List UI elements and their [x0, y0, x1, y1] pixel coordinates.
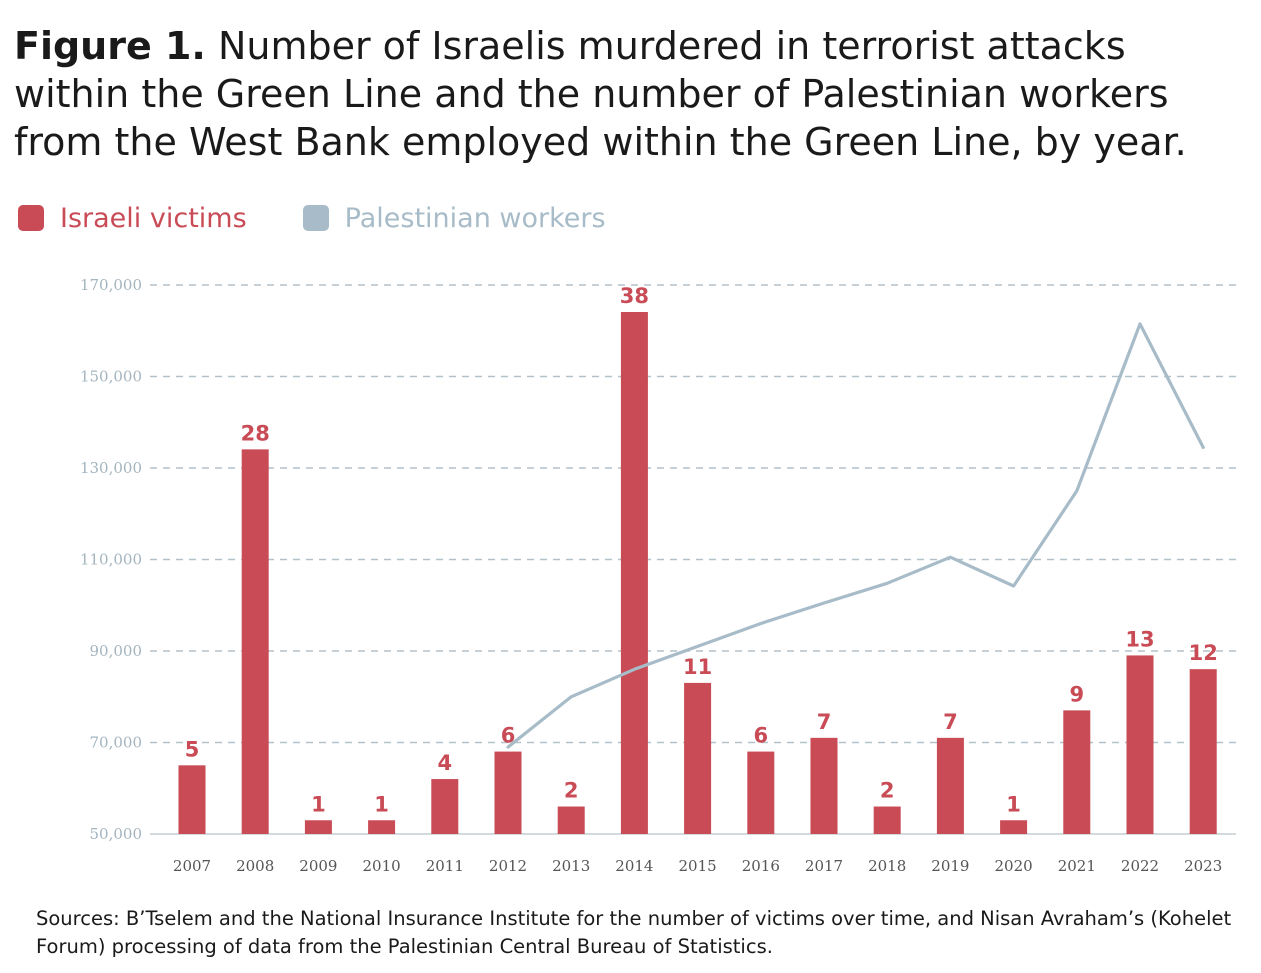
bar-israeli-victims [684, 682, 712, 834]
y-tick-label: 70,000 [90, 734, 143, 752]
legend-item-workers: Palestinian workers [302, 202, 606, 234]
chart-plot: 50,000 70,000 90,000 110,000 130,000 150,000 1… [80, 276, 1236, 875]
x-tick-label: 2022 [1121, 857, 1159, 875]
bar-data-label: 1 [311, 792, 326, 816]
x-tick-label: 2015 [679, 857, 717, 875]
legend-label-victims: Israeli victims [60, 202, 247, 234]
y-tick-label: 130,000 [80, 459, 142, 477]
bar-data-label: 13 [1125, 627, 1154, 651]
bar-data-label: 2 [880, 779, 895, 803]
chart-title: Figure 1. Number of Israelis murdered in… [14, 22, 1244, 166]
bar-israeli-victims [810, 737, 838, 834]
bar-data-label: 28 [241, 421, 270, 445]
x-tick-label: 2023 [1184, 857, 1222, 875]
bar-israeli-victims [1189, 669, 1217, 834]
bar-data-label: 7 [943, 710, 958, 734]
legend-item-victims: Israeli victims [18, 203, 247, 234]
bar-israeli-victims [1063, 710, 1091, 834]
legend-swatch-victims [18, 205, 44, 231]
y-tick-label: 150,000 [80, 368, 142, 386]
y-tick-label: 50,000 [90, 825, 143, 843]
x-tick-label: 2011 [426, 857, 464, 875]
x-tick-label: 2009 [299, 857, 337, 875]
x-tick-label: 2019 [931, 857, 969, 875]
x-tick-label: 2018 [868, 857, 906, 875]
bar-israeli-victims [1000, 820, 1028, 834]
bar-israeli-victims [936, 737, 964, 834]
bar-israeli-victims [304, 820, 332, 834]
bar-israeli-victims [178, 765, 206, 834]
x-tick-label: 2016 [742, 857, 780, 875]
sources-note: Sources: B’Tselem and the National Insur… [36, 907, 1232, 958]
bar-israeli-victims [1126, 655, 1154, 834]
bar-data-label: 4 [437, 751, 452, 775]
x-tick-label: 2013 [552, 857, 590, 875]
bar-data-label: 9 [1069, 682, 1084, 706]
bar-israeli-victims [494, 751, 522, 834]
bar-israeli-victims [368, 820, 396, 834]
bar-israeli-victims [431, 779, 459, 834]
legend-label-workers: Palestinian workers [344, 202, 606, 234]
bar-israeli-victims [747, 751, 775, 834]
bar-data-label: 5 [185, 737, 200, 761]
line-palestinian-workers [506, 322, 1205, 749]
x-tick-label: 2017 [805, 857, 843, 875]
x-tick-label: 2012 [489, 857, 527, 875]
x-tick-label: 2020 [995, 857, 1033, 875]
y-tick-label: 110,000 [80, 551, 142, 569]
bar-data-label: 1 [1006, 792, 1021, 816]
y-tick-label: 90,000 [90, 642, 143, 660]
bar-israeli-victims [557, 806, 585, 834]
title-text: Number of Israelis murdered in terrorist… [14, 24, 1187, 164]
bar-data-label: 6 [753, 724, 768, 748]
bar-data-label: 1 [374, 792, 389, 816]
legend: Israeli victims Palestinian workers [18, 198, 662, 238]
x-tick-label: 2007 [173, 857, 211, 875]
x-tick-label: 2008 [236, 857, 274, 875]
bar-data-label: 12 [1189, 641, 1218, 665]
bar-data-label: 11 [683, 655, 712, 679]
figure-label: Figure 1. [14, 24, 206, 68]
x-tick-label: 2010 [363, 857, 401, 875]
bar-israeli-victims [620, 312, 648, 834]
bar-data-label: 2 [564, 779, 579, 803]
bar-israeli-victims [241, 449, 269, 834]
x-tick-label: 2014 [615, 857, 653, 875]
bar-data-label: 38 [620, 284, 649, 308]
bar-data-label: 7 [817, 710, 832, 734]
y-tick-label: 170,000 [80, 276, 142, 294]
bar-israeli-victims [873, 806, 901, 834]
legend-swatch-workers [302, 205, 329, 231]
x-tick-label: 2021 [1058, 857, 1096, 875]
bar-data-label: 6 [501, 724, 516, 748]
